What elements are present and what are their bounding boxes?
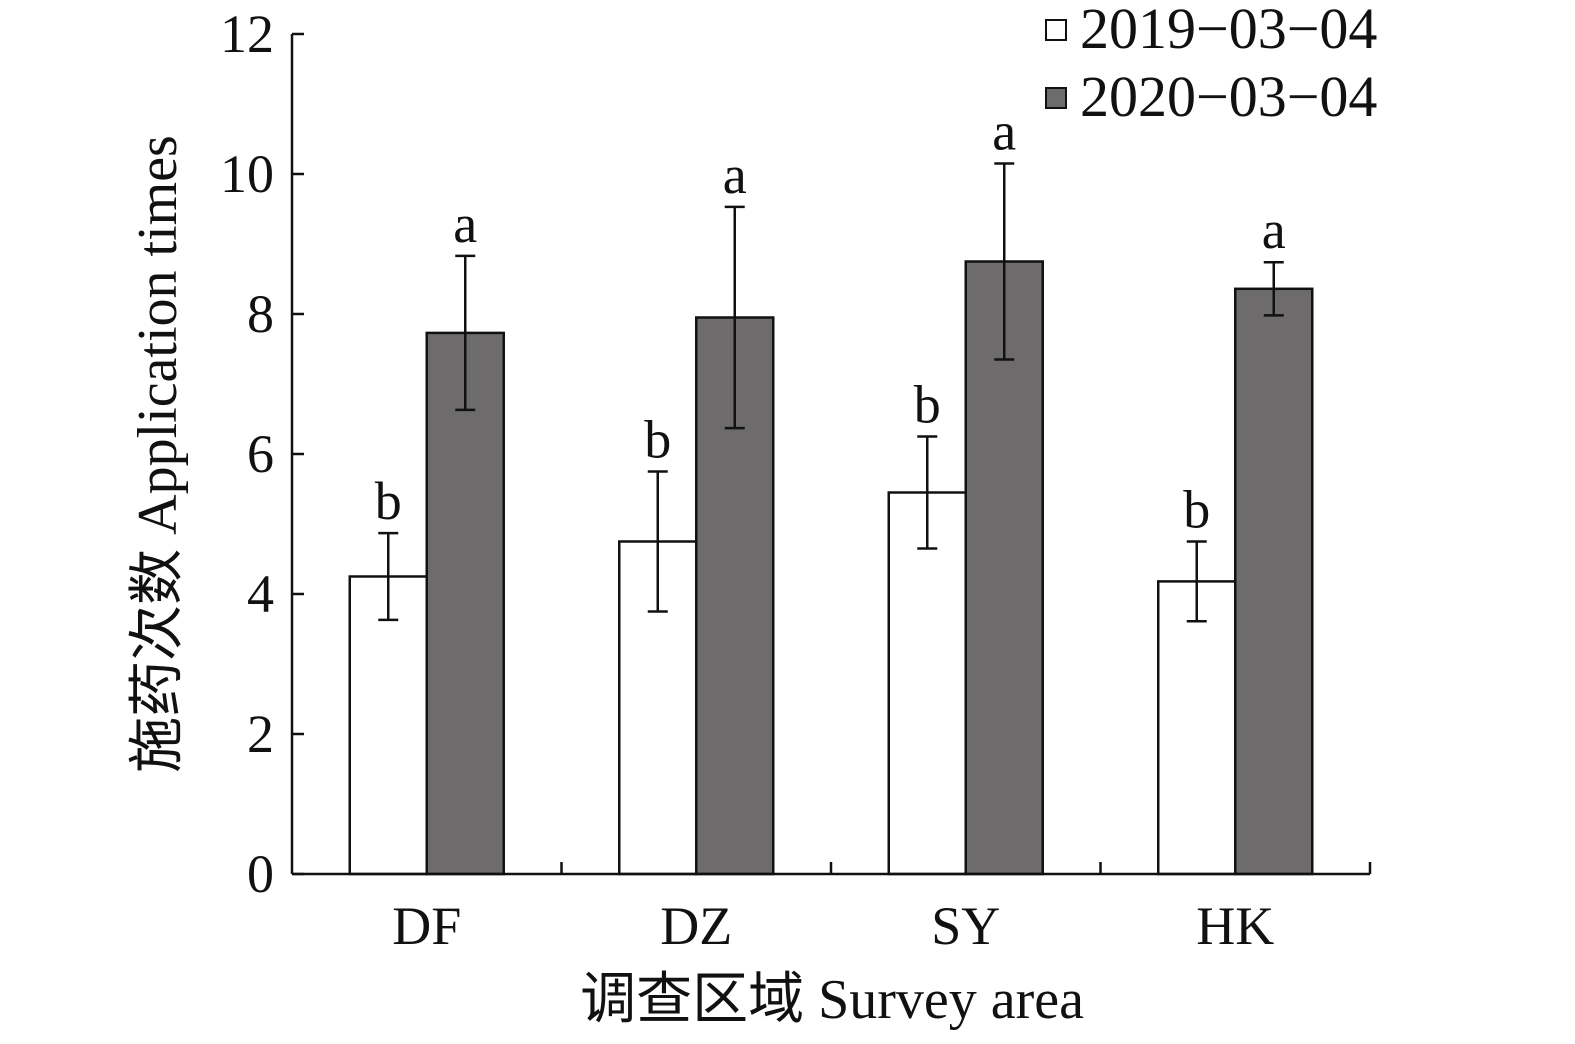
y-tick-label: 4	[247, 564, 274, 624]
y-axis-title: 施药次数 Application times	[127, 135, 189, 773]
significance-label: a	[723, 145, 747, 205]
x-tick-label-dz: DZ	[660, 896, 732, 956]
y-tick-label: 2	[247, 704, 274, 764]
significance-label: b	[375, 471, 402, 531]
legend-swatch-series-2	[1045, 87, 1067, 109]
legend-label-series-1: 2019−03−04	[1080, 0, 1377, 61]
ticks-layer: DF DZ SY HK 0 2 4 6 8 10 12	[220, 4, 1372, 956]
bar-df-series-2	[425, 331, 505, 876]
bar-df-series-1	[348, 575, 428, 876]
bars-layer	[348, 260, 1314, 876]
x-tick-label-sy: SY	[931, 896, 1000, 956]
y-tick-label: 12	[220, 4, 274, 64]
significance-label: b	[644, 410, 671, 470]
y-tick-label: 0	[247, 844, 274, 904]
legend-swatch-series-1	[1045, 19, 1067, 41]
bar-hk-series-2	[1234, 287, 1314, 876]
x-tick-label-df: DF	[392, 896, 461, 956]
y-tick-label: 10	[220, 144, 274, 204]
significance-label: b	[914, 375, 941, 435]
bar-hk-series-1	[1157, 580, 1237, 876]
legend-label-series-2: 2020−03−04	[1080, 64, 1377, 129]
significance-label: a	[1262, 200, 1286, 260]
significance-label: a	[992, 102, 1016, 162]
x-axis-title: 调查区域 Survey area	[580, 969, 1084, 1031]
y-tick-label: 6	[247, 424, 274, 484]
x-tick-label-hk: HK	[1196, 896, 1274, 956]
significance-labels-layer: b a b a b a b a	[375, 102, 1286, 540]
y-tick-label: 8	[247, 284, 274, 344]
significance-label: b	[1183, 480, 1210, 540]
error-bars-layer	[378, 162, 1284, 623]
significance-label: a	[453, 194, 477, 254]
